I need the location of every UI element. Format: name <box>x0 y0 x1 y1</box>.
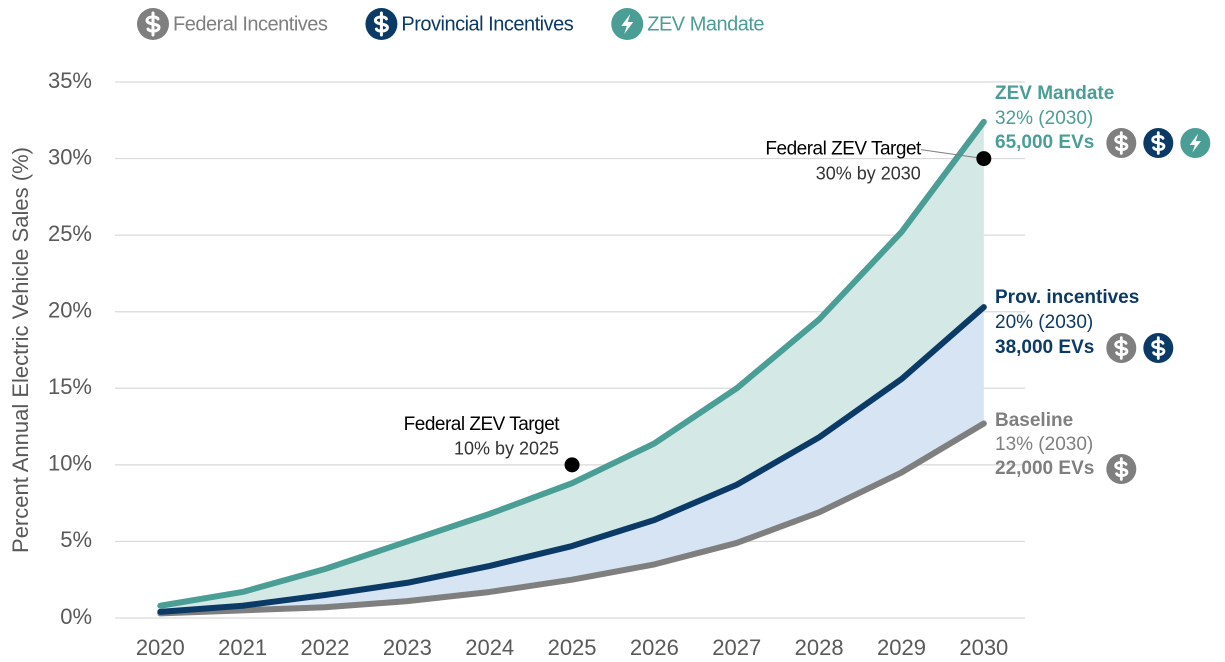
series-line <box>157 420 987 617</box>
x-tick-label: 2030 <box>959 635 1008 660</box>
x-tick-label: 2021 <box>218 635 267 660</box>
legend-label: Federal Incentives <box>173 13 328 35</box>
bolt-icon <box>621 14 634 34</box>
x-tick-label: 2027 <box>712 635 761 660</box>
end-label-name: Prov. incentives <box>995 287 1139 308</box>
y-tick-label: 25% <box>48 221 92 246</box>
dollar-icon <box>373 11 389 37</box>
legend-label: ZEV Mandate <box>647 13 764 35</box>
x-tick-label: 2020 <box>136 635 185 660</box>
y-tick-label: 35% <box>48 68 92 93</box>
end-label-evs: 65,000 EVs <box>995 132 1094 153</box>
annotation-leader <box>920 149 984 160</box>
annotation-text: 10% by 2025 <box>454 439 559 459</box>
y-tick-label: 5% <box>60 527 92 552</box>
dollar-icon <box>145 11 161 37</box>
x-tick-label: 2026 <box>630 635 679 660</box>
y-axis-label: Percent Annual Electric Vehicle Sales (%… <box>8 147 33 553</box>
dollar-icon <box>1151 336 1166 360</box>
area-band <box>160 307 984 614</box>
x-tick-label: 2029 <box>877 635 926 660</box>
bolt-icon <box>1189 133 1201 153</box>
end-label-name: ZEV Mandate <box>995 83 1114 104</box>
annotation-title: Federal ZEV Target <box>404 414 561 435</box>
dollar-icon <box>1151 131 1166 155</box>
series-line <box>157 304 987 615</box>
y-tick-label: 0% <box>60 604 92 629</box>
y-tick-label: 20% <box>48 298 92 323</box>
target-point <box>564 457 580 473</box>
target-point <box>976 151 992 167</box>
annotation-title: Federal ZEV Target <box>765 139 922 160</box>
dollar-icon <box>1114 457 1129 481</box>
dollar-icon <box>1114 131 1129 155</box>
series-line <box>157 118 987 609</box>
x-tick-label: 2022 <box>301 635 350 660</box>
dollar-icon <box>1114 336 1129 360</box>
x-tick-label: 2024 <box>465 635 514 660</box>
end-label-name: Baseline <box>995 410 1073 431</box>
end-label-share: 13% (2030) <box>995 434 1093 455</box>
end-label-share: 32% (2030) <box>995 108 1093 129</box>
end-label-evs: 38,000 EVs <box>995 337 1094 358</box>
y-tick-label: 15% <box>48 374 92 399</box>
area-band <box>160 121 984 612</box>
x-tick-label: 2025 <box>548 635 597 660</box>
y-tick-label: 30% <box>48 144 92 169</box>
legend-label: Provincial Incentives <box>401 13 573 35</box>
end-label-share: 20% (2030) <box>995 312 1093 333</box>
y-tick-label: 10% <box>48 451 92 476</box>
end-label-evs: 22,000 EVs <box>995 458 1094 479</box>
x-tick-label: 2023 <box>383 635 432 660</box>
x-tick-label: 2028 <box>795 635 844 660</box>
annotation-text: 30% by 2030 <box>816 163 921 183</box>
